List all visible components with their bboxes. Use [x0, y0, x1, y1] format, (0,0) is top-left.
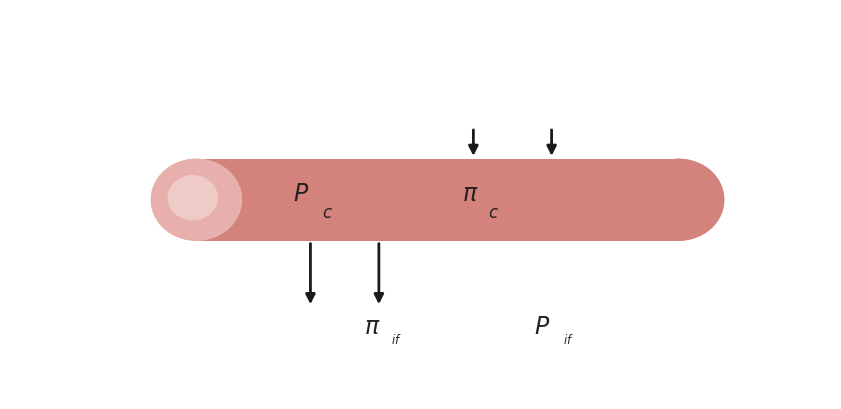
- Ellipse shape: [151, 159, 242, 241]
- Text: $P$: $P$: [534, 314, 550, 338]
- Ellipse shape: [167, 176, 218, 221]
- Ellipse shape: [633, 159, 724, 241]
- Text: $_{if}$: $_{if}$: [563, 328, 574, 346]
- Text: $_{if}$: $_{if}$: [390, 328, 401, 346]
- Bar: [196, 159, 679, 241]
- Ellipse shape: [167, 176, 218, 221]
- Ellipse shape: [633, 159, 724, 241]
- Bar: [196, 159, 679, 241]
- Text: $\pi$: $\pi$: [462, 182, 479, 206]
- Text: $c$: $c$: [322, 204, 333, 222]
- Text: $\pi$: $\pi$: [364, 314, 381, 338]
- Ellipse shape: [151, 159, 242, 241]
- Text: Starling forces in transcapillary exchange: Starling forces in transcapillary exchan…: [25, 23, 602, 51]
- Text: $c$: $c$: [489, 204, 500, 222]
- Text: $P$: $P$: [293, 182, 309, 206]
